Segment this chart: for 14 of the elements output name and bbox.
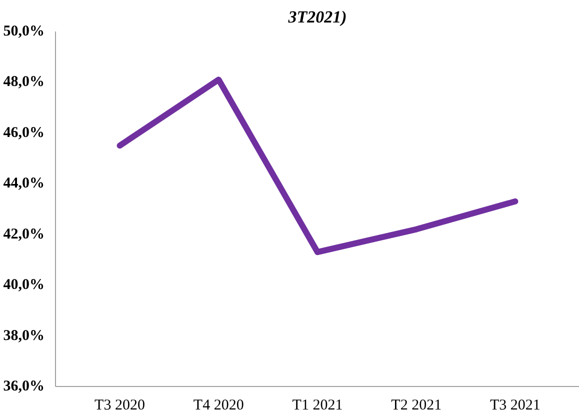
y-tick-label: 38,0% <box>3 328 44 344</box>
y-tick-label: 36,0% <box>3 378 44 394</box>
x-tick-label: T1 2021 <box>292 398 343 414</box>
x-tick-label: T3 2020 <box>94 398 145 414</box>
chart-title: 3T2021) <box>287 8 347 26</box>
x-tick-label: T3 2021 <box>490 398 540 414</box>
y-tick-label: 42,0% <box>3 226 44 242</box>
y-tick-label: 40,0% <box>3 277 44 294</box>
y-tick-label: 50,0% <box>3 24 44 40</box>
y-tick-label: 44,0% <box>3 176 44 192</box>
x-tick-label: T2 2021 <box>391 398 442 414</box>
y-tick-label: 46,0% <box>3 124 44 141</box>
x-tick-label: T4 2020 <box>193 398 244 414</box>
y-tick-label: 48,0% <box>3 74 44 90</box>
